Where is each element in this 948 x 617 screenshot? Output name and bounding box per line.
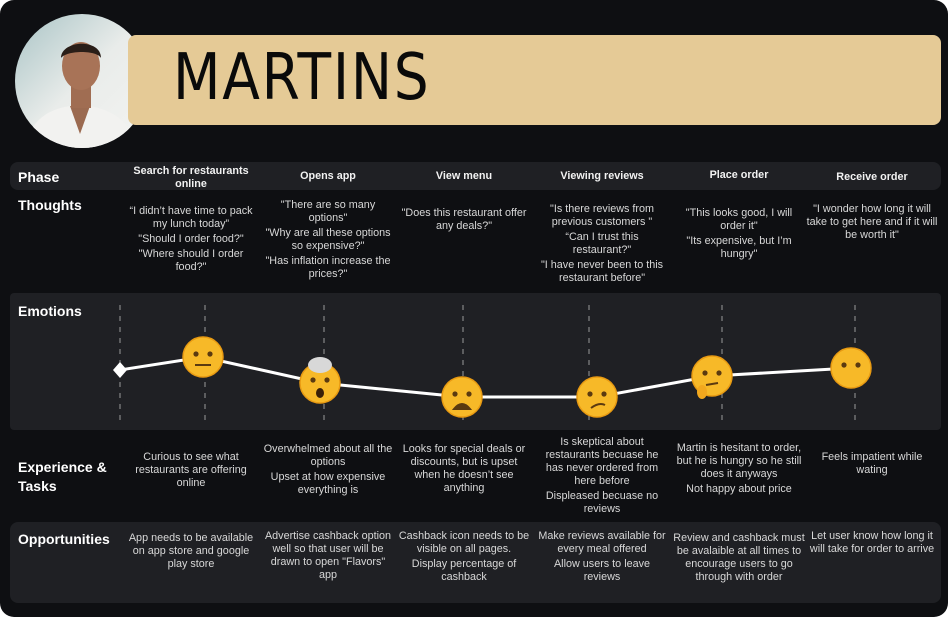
experience-text: Curious to see what restaurants are offe…	[135, 451, 247, 489]
thoughts-text: "There are so many options"	[280, 199, 376, 224]
face-without-mouth-icon	[830, 347, 872, 389]
experience-text: Upset at how expensive everything is	[270, 471, 386, 496]
experience-text: Looks for special deals or discounts, bu…	[402, 443, 526, 494]
thoughts-text: "Its expensive, but I’m hungry"	[686, 235, 792, 260]
confused-face-icon	[576, 376, 618, 418]
weary-face-icon	[441, 376, 483, 418]
phase-row	[10, 162, 941, 190]
start-marker	[113, 362, 127, 378]
experience-cell: Is skeptical about restaurants becuase h…	[536, 436, 668, 518]
experience-text: Displeased becuase no reviews	[545, 490, 659, 515]
opportunities-band	[10, 522, 941, 603]
opportunities-cell: Cashback icon needs to be visible on all…	[398, 530, 530, 586]
thoughts-text: "This looks good, I will order it"	[685, 207, 793, 232]
experience-cell: Martin is hesitant to order, but he is h…	[673, 442, 805, 498]
phase-title: Viewing reviews	[560, 170, 644, 182]
opportunities-cell: Let user know how long it will take for …	[806, 530, 938, 558]
row-label-phase: Phase	[18, 169, 60, 185]
persona-name: MARTINS	[173, 41, 431, 115]
opportunities-text: Allow users to leave reviews	[553, 558, 651, 583]
thoughts-text: “Can I trust this restaurant?"	[565, 231, 639, 256]
opportunities-cell: Review and cashback must be avalaible at…	[673, 532, 805, 586]
opportunities-text: Make reviews available for every meal of…	[538, 530, 666, 555]
thoughts-text: "Is there reviews from previous customer…	[549, 203, 655, 228]
opportunities-text: Cashback icon needs to be visible on all…	[398, 530, 530, 555]
thoughts-cell: "This looks good, I will order it" "Its e…	[673, 207, 805, 263]
phase-title: Opens app	[300, 170, 356, 182]
experience-text: Not happy about price	[686, 483, 792, 495]
thoughts-text: "Should I order food?"	[138, 233, 244, 245]
phase-title: Receive order	[836, 171, 908, 183]
face-with-raised-eyebrow-icon	[182, 336, 224, 378]
opportunities-cell: Make reviews available for every meal of…	[536, 530, 668, 586]
row-label-opportunities: Opportunities	[18, 531, 110, 547]
row-label-thoughts: Thoughts	[18, 197, 82, 213]
persona-name-banner: MARTINS	[128, 35, 941, 125]
opportunities-text: App needs to be available on app store a…	[128, 532, 254, 570]
experience-text: Overwhelmed about all the options	[263, 443, 393, 468]
thoughts-text: "Does this restaurant offer any deals?"	[401, 207, 527, 232]
thoughts-cell: "There are so many options" "Why are all …	[262, 199, 394, 283]
thoughts-text: "I wonder how long it will take to get h…	[806, 203, 938, 241]
experience-cell: Overwhelmed about all the options Upset a…	[262, 443, 394, 499]
thoughts-cell: “I didn’t have time to pack my lunch tod…	[125, 205, 257, 276]
thoughts-text: "Has inflation increase the prices?"	[265, 255, 391, 280]
persona-photo	[15, 14, 149, 148]
experience-text: Martin is hesitant to order, but he is h…	[676, 442, 802, 480]
opportunities-text: Review and cashback must be avalaible at…	[673, 532, 805, 583]
opportunities-text: Let user know how long it will take for …	[809, 530, 935, 555]
phase-title: Place order	[709, 169, 769, 181]
exploding-head-icon	[299, 357, 341, 404]
opportunities-text: Advertise cashback option well so that u…	[264, 530, 392, 581]
opportunities-cell: Advertise cashback option well so that u…	[262, 530, 394, 584]
experience-cell: Curious to see what restaurants are offe…	[125, 451, 257, 492]
experience-text: Feels impatient while wating	[821, 451, 923, 476]
phase-title: View menu	[435, 170, 493, 182]
thinking-face-icon	[691, 355, 733, 399]
experience-text: Is skeptical about restaurants becuase h…	[545, 436, 659, 487]
thoughts-cell: "I wonder how long it will take to get h…	[806, 203, 938, 244]
opportunities-text: Display percentage of cashback	[411, 558, 517, 583]
row-label-emotions: Emotions	[18, 303, 82, 319]
thoughts-text: "Where should I order food?"	[138, 248, 244, 273]
phase-title: Search for restaurants online	[133, 165, 249, 190]
row-label-experience: Experience & Tasks	[18, 459, 107, 494]
thoughts-text: "I have never been to this restaurant be…	[540, 259, 664, 284]
thoughts-cell: "Is there reviews from previous customer…	[536, 203, 668, 287]
opportunities-cell: App needs to be available on app store a…	[125, 532, 257, 573]
thoughts-cell: "Does this restaurant offer any deals?"	[398, 207, 530, 235]
thoughts-text: “I didn’t have time to pack my lunch tod…	[129, 205, 253, 230]
emotion-line	[119, 355, 852, 399]
thoughts-text: "Why are all these options so expensive?…	[265, 227, 391, 252]
experience-cell: Looks for special deals or discounts, bu…	[398, 443, 530, 497]
experience-cell: Feels impatient while wating	[806, 451, 938, 479]
